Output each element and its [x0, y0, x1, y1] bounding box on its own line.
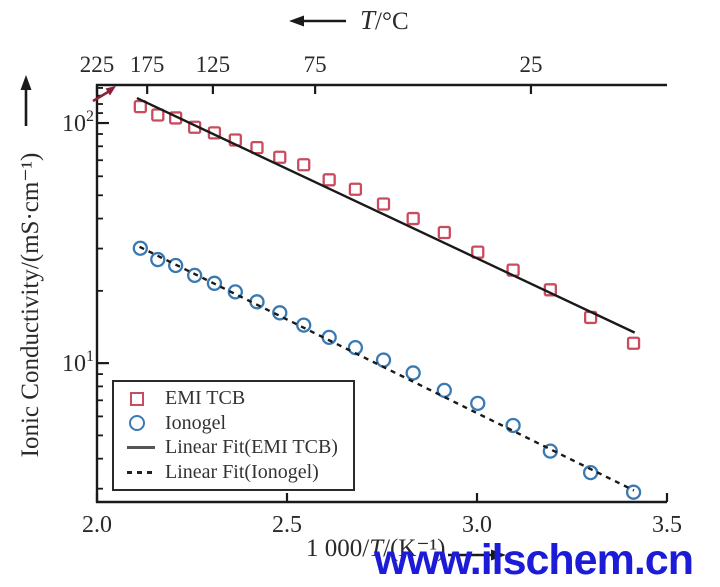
emi-tcb-marker: [626, 336, 641, 350]
top-tick-label: 175: [130, 52, 165, 77]
x-tick-label: 3.5: [652, 512, 682, 538]
emi-tcb-marker: [322, 173, 336, 187]
ionogel-marker: [405, 365, 421, 381]
ionogel-marker: [436, 382, 452, 399]
legend-dashed-line-icon: [127, 470, 157, 474]
ionogel-marker: [505, 417, 521, 434]
emi-tcb-marker: [437, 225, 451, 240]
legend-item-ionogel: Ionogel: [127, 411, 345, 435]
legend-label: Linear Fit(EMI TCB): [165, 436, 338, 459]
emi-tcb-marker: [273, 150, 287, 164]
ionogel-marker: [150, 251, 166, 268]
legend-solid-line-icon: [127, 446, 155, 450]
ionogel-marker: [187, 267, 203, 284]
legend-item-fit-emi: Linear Fit(EMI TCB): [127, 436, 345, 460]
x-axis-title-symbol: T: [369, 535, 384, 562]
right-arrow-icon: [448, 549, 506, 561]
legend-item-fit-ionogel: Linear Fit(Ionogel): [127, 460, 345, 484]
legend-label: Linear Fit(Ionogel): [165, 460, 319, 483]
y-tick-label: 102: [62, 108, 94, 137]
legend-item-emi-tcb: EMI TCB: [127, 387, 345, 411]
x-tick-label: 2.0: [82, 512, 112, 538]
up-arrow-icon: [20, 75, 32, 126]
ionogel-marker: [168, 257, 184, 274]
watermark: www.ilschem.cn: [374, 536, 694, 584]
top-tick-label: 125: [196, 52, 231, 77]
ionogel-marker: [625, 484, 642, 500]
stray-red-arrow-icon: [92, 90, 109, 103]
ionogel-fit-line: [139, 245, 635, 492]
top-axis-title: T/°C: [288, 5, 409, 36]
y-tick-label: 101: [62, 348, 94, 377]
x-axis-title: 1 000/T/(K⁻¹): [306, 533, 445, 563]
legend-label: Ionogel: [165, 411, 227, 434]
y-axis-title: Ionic Conductivity/(mS·cm⁻¹): [17, 152, 44, 458]
top-tick-label: 25: [519, 52, 542, 77]
ionogel-marker: [249, 294, 265, 310]
ionogel-marker: [321, 329, 337, 346]
ionogel-marker: [206, 275, 223, 291]
top-axis-title-symbol: T: [360, 5, 376, 35]
top-tick-label: 225: [80, 52, 115, 77]
ionogel-marker: [227, 284, 243, 300]
ionogel-marker: [470, 395, 486, 411]
ionogel-marker: [375, 352, 392, 368]
emi-tcb-marker: [250, 140, 264, 155]
x-tick-label: 2.5: [272, 512, 302, 538]
x-axis-title-pre: 1 000/: [306, 535, 370, 562]
emi-tcb-marker: [297, 158, 311, 172]
stray-red-arrow-head-icon: [105, 86, 116, 96]
emi-tcb-marker: [133, 100, 147, 114]
emi-tcb-marker: [406, 211, 420, 226]
legend: EMI TCB Ionogel Linear Fit(EMI TCB) Line…: [112, 380, 355, 491]
emi-tcb-marker: [376, 197, 391, 211]
x-tick-label: 3.0: [462, 512, 492, 538]
legend-label: EMI TCB: [165, 387, 246, 410]
ionogel-marker: [272, 305, 288, 321]
legend-circle-marker-icon: [129, 415, 145, 432]
ionogel-marker: [296, 317, 312, 333]
emi-tcb-marker: [151, 108, 165, 122]
top-axis-title-unit: /°C: [375, 8, 409, 35]
ionogel-marker: [132, 240, 148, 256]
emi-tcb-fit-line: [136, 97, 636, 334]
x-axis-title-unit: /(K⁻¹): [383, 535, 446, 562]
legend-square-marker-icon: [130, 391, 144, 406]
top-tick-label: 75: [304, 52, 327, 77]
left-arrow-icon: [289, 15, 346, 26]
emi-tcb-marker: [348, 182, 363, 196]
